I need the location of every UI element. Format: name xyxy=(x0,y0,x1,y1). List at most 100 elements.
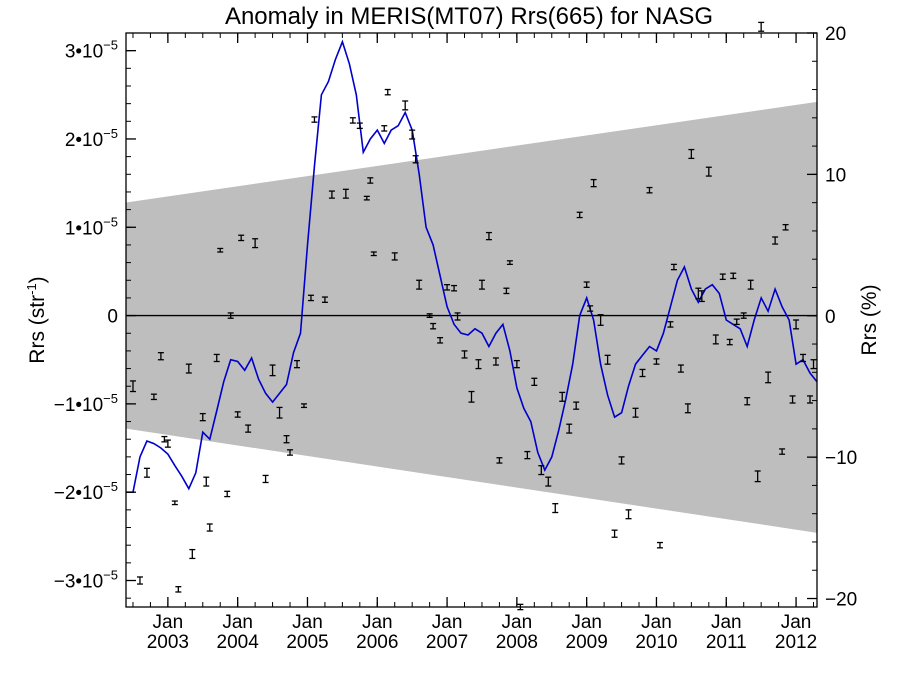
plot-frame xyxy=(125,32,818,608)
errorbar-point xyxy=(468,390,475,403)
y-left-tick-label: 3•10−5 xyxy=(65,38,118,63)
errorbar-point xyxy=(765,371,772,384)
errorbar-point xyxy=(496,457,503,464)
x-tick-year-label: 2011 xyxy=(706,632,747,653)
errorbar-point xyxy=(772,236,779,245)
errorbar-point xyxy=(224,490,231,498)
errorbar-point xyxy=(437,337,444,344)
errorbar-point xyxy=(269,364,276,377)
errorbar-point xyxy=(234,411,241,418)
x-tick-year-label: 2010 xyxy=(635,632,677,653)
x-tick-year-label: 2009 xyxy=(566,632,608,653)
errorbar-point xyxy=(807,395,814,404)
axis-layer: 3•10−52•10−51•10−50−1•10−5−2•10−5−3•10−5… xyxy=(54,24,858,653)
errorbar-point xyxy=(206,523,213,532)
x-tick-month-label: Jan xyxy=(571,612,602,633)
y-left-tick-mantissa: 0 xyxy=(107,307,118,328)
errorbar-point xyxy=(726,338,733,346)
y-left-tick-mantissa: 3•10 xyxy=(65,42,103,63)
confidence-band xyxy=(126,101,817,533)
x-tick-month-label: Jan xyxy=(222,612,253,633)
errorbar-point xyxy=(695,287,702,300)
errorbar-point xyxy=(782,223,789,231)
errorbar-point xyxy=(566,423,573,434)
errorbar-point xyxy=(625,509,632,520)
errorbar-point xyxy=(597,314,604,326)
errorbar-point xyxy=(485,231,492,241)
y-left-tick-label: −1•10−5 xyxy=(54,391,118,416)
errorbar-point xyxy=(171,500,178,506)
errorbar-point xyxy=(203,476,210,487)
errorbar-point xyxy=(321,296,328,303)
errorbar-point xyxy=(342,188,349,199)
errorbar-point xyxy=(793,319,800,330)
errorbar-point xyxy=(653,358,660,365)
errorbar-point xyxy=(444,284,451,291)
y-axis-left-label-close: ) xyxy=(26,276,49,283)
errorbar-point xyxy=(185,363,192,374)
y-right-tick-label: −20 xyxy=(825,590,857,611)
errorbar-point xyxy=(451,284,458,292)
errorbar-point xyxy=(391,252,398,261)
errorbar-point xyxy=(800,353,807,363)
errorbar-point xyxy=(552,503,559,514)
errorbar-point xyxy=(754,470,761,483)
errorbar-point xyxy=(733,318,740,326)
errorbar-point xyxy=(758,21,765,32)
errorbar-point xyxy=(175,586,182,593)
errorbar-point xyxy=(283,435,290,444)
errorbar-point xyxy=(670,263,677,271)
y-left-tick-mantissa: −3•10 xyxy=(54,572,103,593)
errorbar-point xyxy=(684,403,691,414)
y-axis-left-label: Rrs (str-1) xyxy=(24,276,49,363)
errorbar-point xyxy=(328,190,335,199)
errorbar-point xyxy=(213,353,220,363)
errorbar-point xyxy=(136,576,143,585)
errorbar-point xyxy=(238,234,245,242)
errorbar-layer xyxy=(129,21,817,611)
errorbar-point xyxy=(161,435,168,443)
errorbar-point xyxy=(646,186,653,194)
errorbar-point xyxy=(430,322,437,330)
errorbar-point xyxy=(402,100,409,111)
x-tick-month-label: Jan xyxy=(502,612,533,633)
errorbar-point xyxy=(611,529,618,538)
errorbar-point xyxy=(129,380,136,393)
y-left-tick-label: 2•10−5 xyxy=(65,126,118,151)
errorbar-point xyxy=(143,467,150,478)
errorbar-point xyxy=(370,251,377,257)
errorbar-point xyxy=(363,195,370,201)
x-tick-year-label: 2004 xyxy=(217,632,260,653)
x-tick-year-label: 2005 xyxy=(286,632,328,653)
x-tick-year-label: 2003 xyxy=(147,632,189,653)
y-left-tick-mantissa: 1•10 xyxy=(65,218,103,239)
y-right-tick-label: −10 xyxy=(825,448,857,469)
errorbar-point xyxy=(381,125,388,132)
y-left-tick-exponent: −5 xyxy=(103,391,118,406)
x-tick-month-label: Jan xyxy=(362,612,393,633)
errorbar-point xyxy=(559,391,566,402)
errorbar-point xyxy=(150,393,157,401)
y-left-tick-exponent: −5 xyxy=(103,126,118,141)
errorbar-point xyxy=(531,377,538,386)
errorbar-point xyxy=(262,474,269,484)
errorbar-point xyxy=(688,148,695,160)
errorbar-point xyxy=(426,313,433,319)
errorbar-point xyxy=(311,116,318,123)
x-tick-month-label: Jan xyxy=(292,612,323,633)
y-left-tick-exponent: −5 xyxy=(103,479,118,494)
y-left-tick-mantissa: −2•10 xyxy=(54,483,103,504)
errorbar-point xyxy=(300,403,307,409)
errorbar-point xyxy=(503,287,510,295)
y-left-tick-exponent: −5 xyxy=(103,568,118,583)
errorbar-point xyxy=(199,412,206,422)
errorbar-point xyxy=(245,424,252,433)
x-tick-year-label: 2007 xyxy=(426,632,468,653)
chart-title: Anomaly in MERIS(MT07) Rrs(665) for NASG xyxy=(225,3,713,30)
errorbar-point xyxy=(576,211,583,219)
y-left-tick-mantissa: −1•10 xyxy=(54,395,103,416)
y-axis-left-label-main: Rrs (str xyxy=(26,295,49,364)
x-tick-month-label: Jan xyxy=(153,612,184,633)
errorbar-point xyxy=(639,368,646,378)
